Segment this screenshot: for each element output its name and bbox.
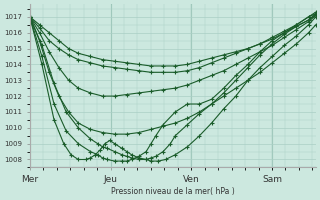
X-axis label: Pression niveau de la mer( hPa ): Pression niveau de la mer( hPa ) — [111, 187, 235, 196]
